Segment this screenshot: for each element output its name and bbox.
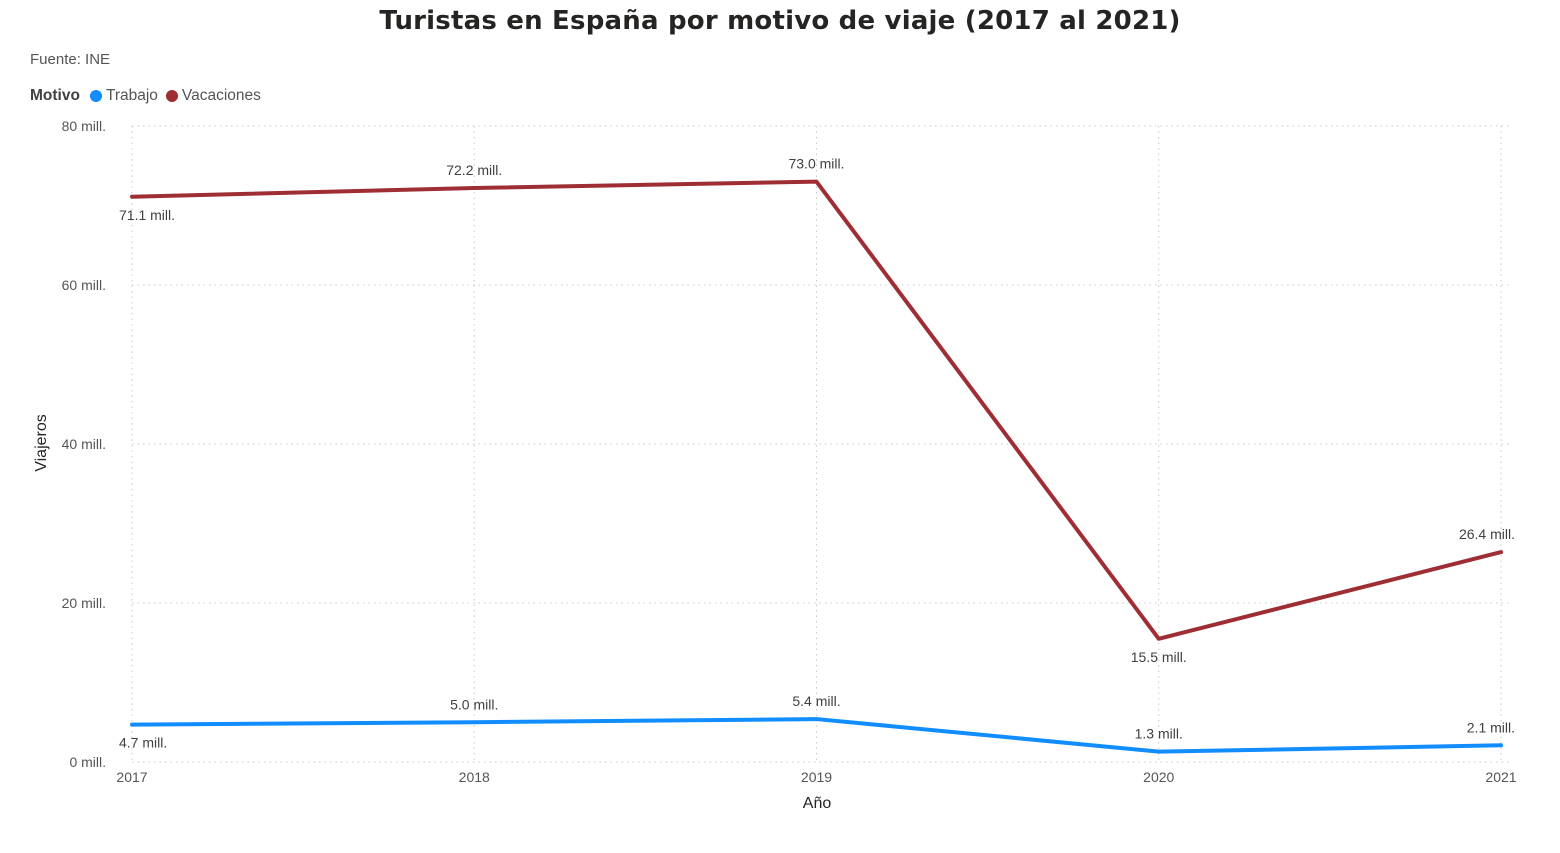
axes: Año Viajeros 0 mill. 20 mill. 40 mill. 60 m…: [33, 118, 1517, 812]
data-point-vacaciones[interactable]: [1156, 636, 1162, 642]
data-point-trabajo[interactable]: [471, 719, 477, 725]
chart-subtitle: Fuente: INE: [30, 51, 111, 68]
y-tick-label: 60 mill.: [62, 277, 106, 293]
data-label-trabajo: 1.3 mill.: [1135, 726, 1183, 742]
data-point-vacaciones[interactable]: [129, 194, 135, 200]
y-axis-title: Viajeros: [33, 414, 50, 472]
data-label-trabajo: 5.4 mill.: [792, 693, 840, 709]
series-lines: [129, 179, 1504, 755]
legend-marker-trabajo: [89, 90, 102, 102]
legend: Motivo Trabajo Vacaciones: [30, 87, 269, 105]
data-label-vacaciones: 71.1 mill.: [119, 207, 175, 223]
data-point-vacaciones[interactable]: [1498, 549, 1504, 555]
x-tick-label: 2020: [1143, 769, 1174, 785]
x-tick-label: 2019: [801, 769, 832, 785]
data-label-vacaciones: 15.5 mill.: [1131, 649, 1187, 665]
series-line-trabajo[interactable]: [130, 717, 1503, 754]
data-label-trabajo: 5.0 mill.: [450, 696, 498, 712]
x-tick-label: 2017: [116, 769, 147, 785]
data-point-trabajo[interactable]: [1498, 742, 1504, 748]
data-label-trabajo: 2.1 mill.: [1467, 719, 1515, 735]
y-tick-label: 0 mill.: [69, 754, 106, 770]
legend-item-trabajo[interactable]: Trabajo: [89, 87, 158, 105]
chart-title: Turistas en España por motivo de viaje (…: [379, 6, 1181, 36]
x-axis-title: Año: [803, 795, 832, 812]
x-tick-label: 2021: [1485, 769, 1516, 785]
data-point-trabajo[interactable]: [1156, 749, 1162, 755]
data-point-trabajo[interactable]: [814, 716, 820, 722]
y-tick-label: 20 mill.: [62, 595, 106, 611]
legend-title: Motivo: [30, 87, 80, 104]
data-label-vacaciones: 72.2 mill.: [446, 162, 502, 178]
legend-item-vacaciones[interactable]: Vacaciones: [165, 87, 261, 105]
data-point-trabajo[interactable]: [129, 722, 135, 728]
data-label-vacaciones: 26.4 mill.: [1459, 526, 1515, 542]
data-point-vacaciones[interactable]: [471, 185, 477, 191]
data-label-trabajo: 4.7 mill.: [119, 735, 167, 751]
data-point-vacaciones[interactable]: [814, 179, 820, 185]
legend-marker-vacaciones: [165, 90, 178, 102]
x-tick-label: 2018: [459, 769, 490, 785]
series-line-vacaciones[interactable]: [130, 179, 1503, 641]
legend-label-trabajo: Trabajo: [105, 87, 158, 104]
legend-label-vacaciones: Vacaciones: [181, 87, 261, 104]
data-label-vacaciones: 73.0 mill.: [788, 156, 844, 172]
y-tick-label: 80 mill.: [62, 118, 106, 134]
grid-lines: [131, 125, 1509, 763]
data-labels: 4.7 mill. 5.0 mill. 5.4 mill. 1.3 mill. 2.1 …: [119, 156, 1515, 751]
y-tick-label: 40 mill.: [62, 436, 106, 452]
